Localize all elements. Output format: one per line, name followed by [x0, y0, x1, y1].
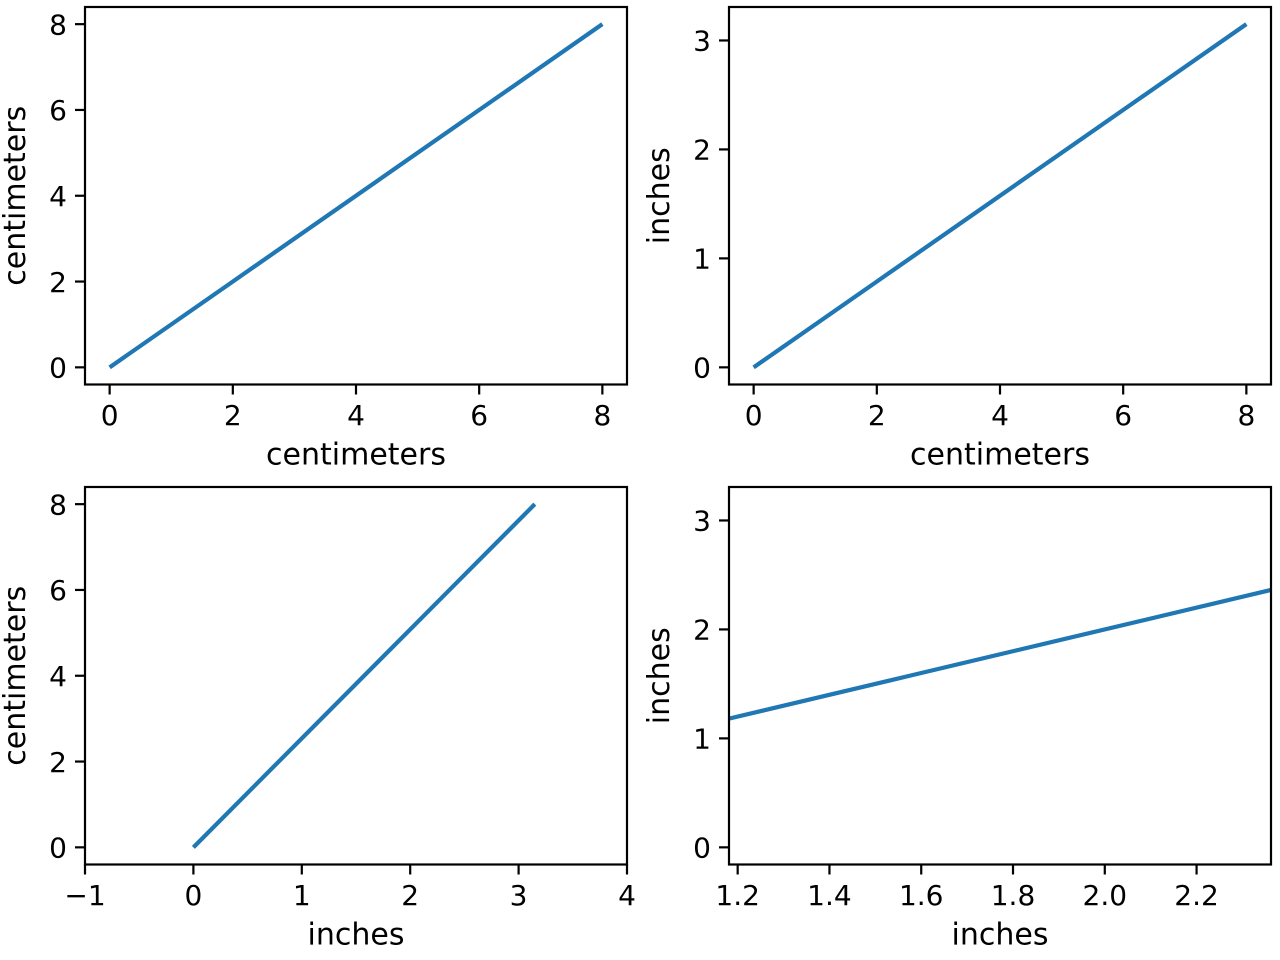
y-tick-label: 2: [693, 134, 711, 167]
y-tick-label: 4: [49, 180, 67, 213]
axes-frame: [83, 485, 629, 866]
x-tick-label: 2.2: [1174, 879, 1219, 912]
axes-frame: [727, 485, 1273, 866]
x-tick-label: 1.4: [807, 879, 852, 912]
y-tick-label: 6: [49, 574, 67, 607]
x-tick-label: 4: [347, 399, 365, 432]
axes-bottom-right: 1.2 1.4 1.6 1.8 2.0 2.2 0 1 2 3 inches inches: [642, 485, 1273, 953]
x-tick-label: 0: [745, 399, 763, 432]
x-axis-label: centimeters: [266, 438, 446, 473]
data-line: [729, 587, 1271, 721]
x-tick-label: 3: [510, 879, 528, 912]
subplot-top-left: 0 2 4 6 8 0 2 4 6 8 centimeters centimeters: [0, 0, 640, 480]
x-tick-label: −1: [64, 879, 105, 912]
y-axis-label: centimeters: [0, 586, 33, 766]
x-tick-label: 4: [618, 879, 636, 912]
y-axis-label: centimeters: [0, 106, 33, 286]
data-line: [752, 22, 1248, 370]
subplot-top-right: 0 2 4 6 8 0 1 2 3 centimeters inches: [640, 0, 1280, 480]
y-tick-label: 0: [49, 832, 67, 865]
x-tick-label: 1: [293, 879, 311, 912]
subplot-bottom-right: 1.2 1.4 1.6 1.8 2.0 2.2 0 1 2 3 inches inches: [640, 480, 1280, 960]
x-tick-label: 2: [224, 399, 242, 432]
x-tick-label: 6: [1114, 399, 1132, 432]
x-tick-label: 0: [101, 399, 119, 432]
axes-top-left: 0 2 4 6 8 0 2 4 6 8 centimeters centimeters: [0, 5, 629, 473]
x-axis-label: inches: [952, 918, 1049, 953]
y-tick-label: 3: [693, 25, 711, 58]
x-tick-label: 8: [593, 399, 611, 432]
x-axis-label: centimeters: [910, 438, 1090, 473]
y-tick-label: 3: [693, 505, 711, 538]
x-tick-label: 2: [401, 879, 419, 912]
x-tick-label: 1.8: [991, 879, 1036, 912]
subplot-bottom-left: −1 0 1 2 3 4 0 2 4 6 8 inches centimeters: [0, 480, 640, 960]
data-line: [191, 502, 537, 849]
x-tick-label: 2.0: [1083, 879, 1128, 912]
y-tick-label: 2: [693, 614, 711, 647]
y-tick-label: 6: [49, 94, 67, 127]
x-tick-label: 6: [470, 399, 488, 432]
x-tick-label: 8: [1237, 399, 1255, 432]
y-tick-label: 2: [49, 266, 67, 299]
data-line: [108, 22, 604, 370]
y-tick-label: 8: [49, 488, 67, 521]
y-axis-label: inches: [642, 147, 677, 244]
x-tick-label: 1.6: [899, 879, 944, 912]
y-tick-label: 2: [49, 746, 67, 779]
x-tick-label: 0: [184, 879, 202, 912]
x-tick-label: 1.2: [715, 879, 760, 912]
y-tick-label: 8: [49, 8, 67, 41]
x-tick-label: 4: [991, 399, 1009, 432]
y-axis-label: inches: [642, 627, 677, 724]
y-tick-label: 0: [49, 352, 67, 385]
y-tick-label: 1: [693, 723, 711, 756]
axes-bottom-left: −1 0 1 2 3 4 0 2 4 6 8 inches centimeters: [0, 485, 636, 953]
y-tick-label: 1: [693, 243, 711, 276]
x-axis-label: inches: [308, 918, 405, 953]
axes-top-right: 0 2 4 6 8 0 1 2 3 centimeters inches: [642, 5, 1273, 473]
y-tick-label: 0: [693, 832, 711, 865]
y-tick-label: 0: [693, 352, 711, 385]
x-tick-label: 2: [868, 399, 886, 432]
y-tick-label: 4: [49, 660, 67, 693]
